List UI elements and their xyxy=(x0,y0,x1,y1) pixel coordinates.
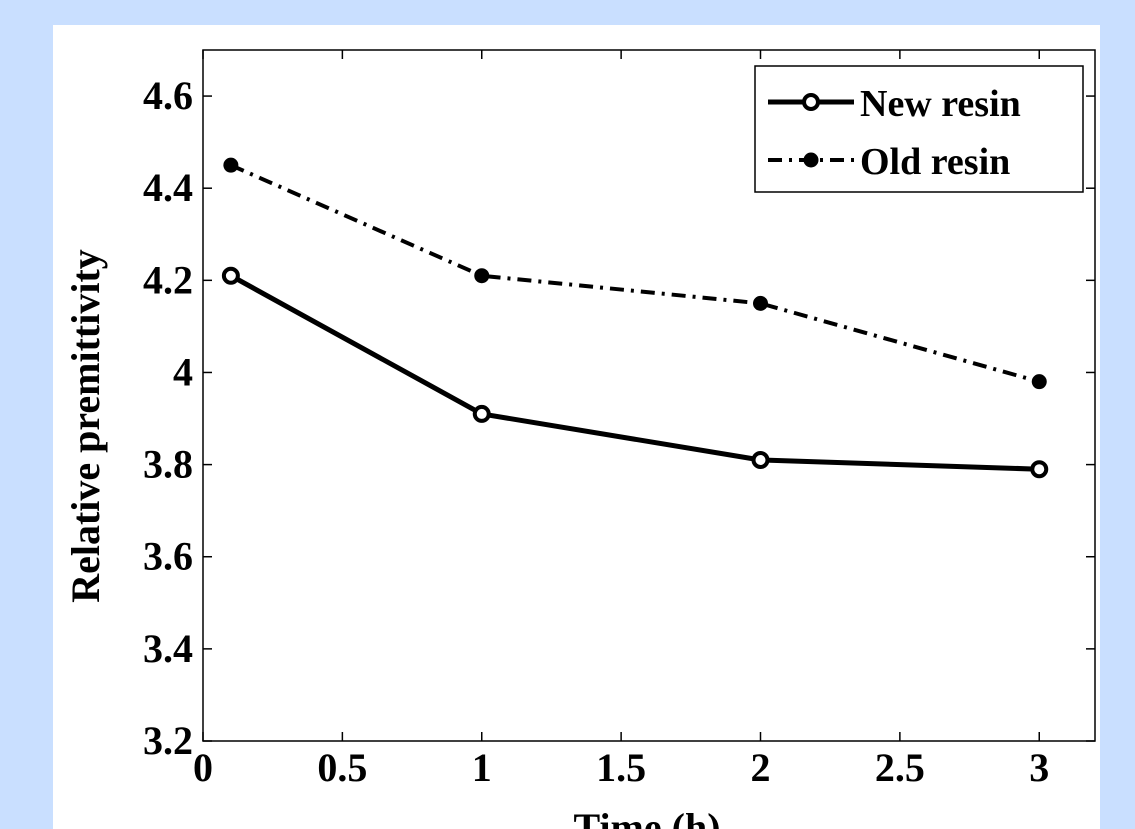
series-line-old-resin xyxy=(230,163,1040,384)
data-point-new-resin xyxy=(472,404,491,423)
y-tick-label: 4.6 xyxy=(143,73,193,118)
legend: New resin Old resin xyxy=(754,65,1084,193)
y-axis-title: Relative premittivity xyxy=(63,249,108,603)
y-tick-label: 4.2 xyxy=(143,257,193,302)
y-tick-label: 3.4 xyxy=(143,626,193,671)
x-tick-label: 0.5 xyxy=(317,745,367,790)
x-tick-label: 1 xyxy=(472,745,492,790)
data-point-new-resin xyxy=(1030,460,1049,479)
legend-label-old-resin: Old resin xyxy=(860,141,1010,183)
x-axis-title: Time (h) xyxy=(573,805,720,829)
y-tick-label: 3.2 xyxy=(143,718,193,763)
x-tick-label: 2.5 xyxy=(875,745,925,790)
y-tick-label: 3.8 xyxy=(143,442,193,487)
y-tick-label: 4 xyxy=(173,349,193,394)
data-point-old-resin xyxy=(474,268,490,284)
x-tick-label: 1.5 xyxy=(596,745,646,790)
line-chart: 0 0.5 1 1.5 2 2.5 3 3.2 3.4 3.6 3.8 4 4.2 4.4 4.6 Rela… xyxy=(63,49,1096,829)
y-tick-label: 4.4 xyxy=(143,165,193,210)
data-point-old-resin xyxy=(223,157,239,173)
legend-label-new-resin: New resin xyxy=(860,83,1021,125)
x-tick-label: 2 xyxy=(751,745,771,790)
data-point-old-resin xyxy=(753,295,768,311)
data-point-new-resin xyxy=(221,266,240,285)
legend-marker-new-resin xyxy=(802,93,820,111)
y-tick-label: 3.6 xyxy=(143,534,193,579)
legend-box xyxy=(754,65,1084,193)
plot-frame xyxy=(202,49,1096,742)
figure-panel: 0 0.5 1 1.5 2 2.5 3 3.2 3.4 3.6 3.8 4 4.2 4.4 4.6 Rela… xyxy=(53,25,1100,829)
data-point-old-resin xyxy=(1031,374,1047,390)
series-line-new-resin xyxy=(229,273,1040,472)
x-tick-label: 3 xyxy=(1029,745,1049,790)
axes: 0 0.5 1 1.5 2 2.5 3 3.2 3.4 3.6 3.8 4 4.2 4.4 4.6 xyxy=(143,49,1096,790)
legend-marker-old-resin xyxy=(803,152,819,168)
series-layer xyxy=(221,157,1049,479)
data-point-new-resin xyxy=(751,450,770,469)
x-tick-label: 0 xyxy=(193,745,213,790)
